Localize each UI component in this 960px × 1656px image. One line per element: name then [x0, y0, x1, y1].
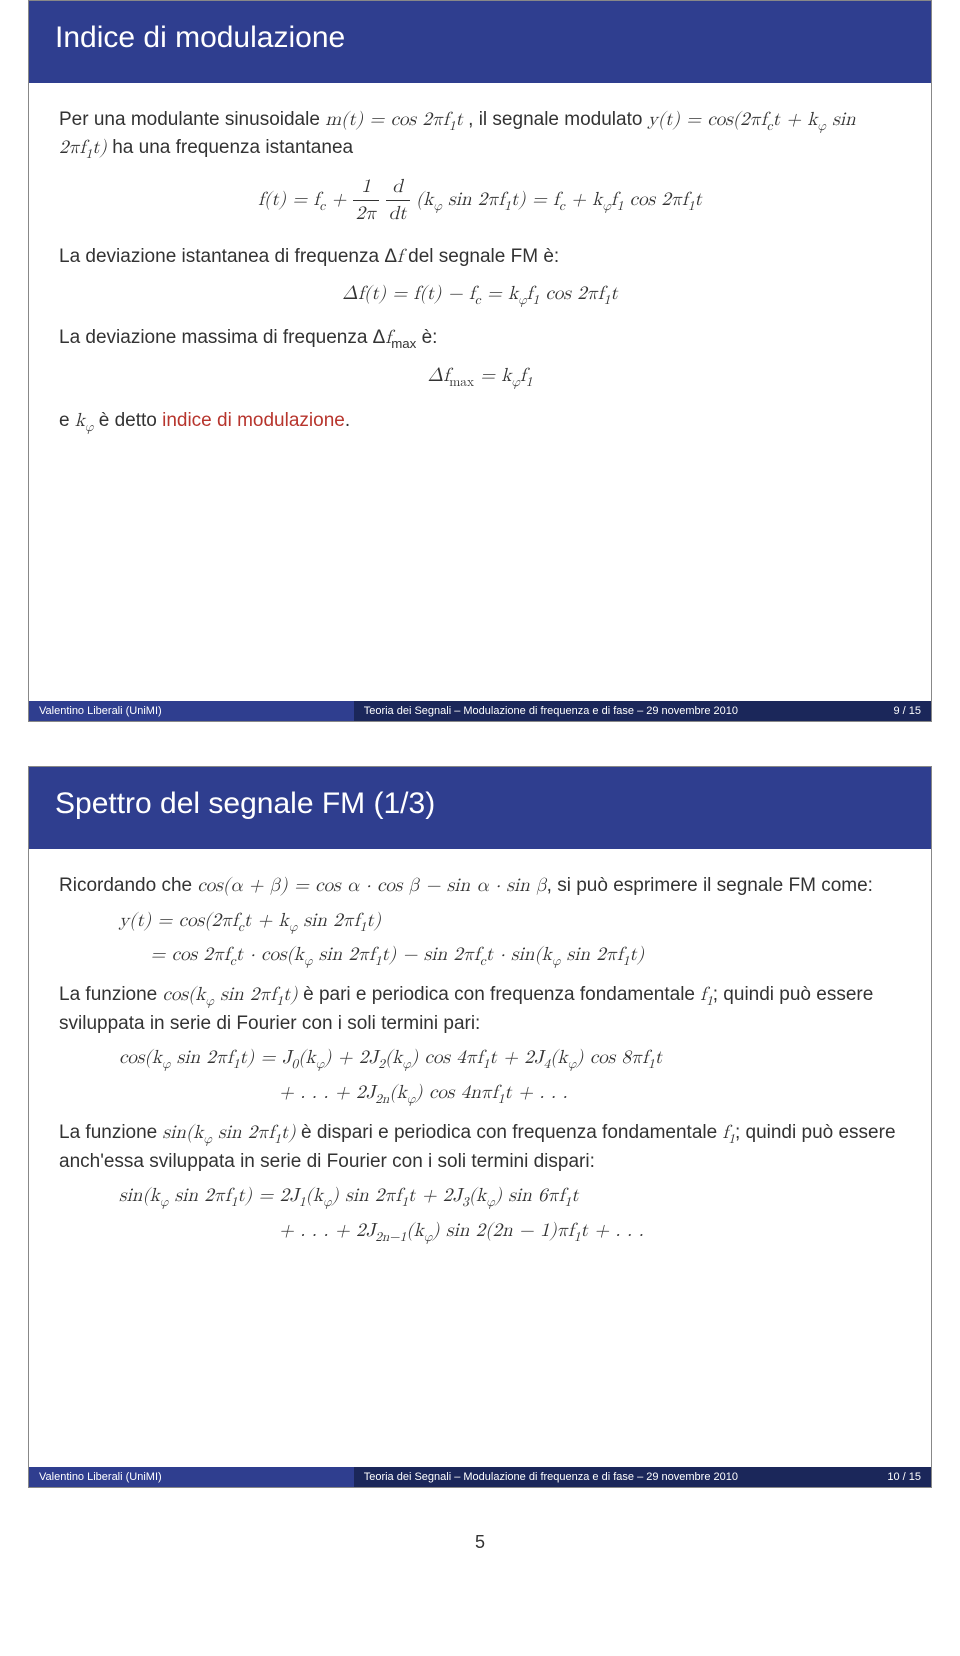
math-f1: f1	[700, 985, 712, 1004]
s2-paragraph-1: Ricordando che cos(α + β) = cos α · cos …	[59, 873, 901, 900]
footer-pagenum: 9 / 15	[893, 705, 921, 717]
page: Indice di modulazione Per una modulante …	[0, 0, 960, 1553]
footer-meta: Teoria dei Segnali – Modulazione di freq…	[354, 701, 931, 721]
slide-1: Indice di modulazione Per una modulante …	[28, 0, 932, 722]
s1-eq-3: Δfmax = kφf1	[59, 363, 901, 391]
footer-author: Valentino Liberali (UniMI)	[29, 1467, 354, 1487]
math-trig-identity: cos(α + β) = cos α · cos β − sin α · sin…	[197, 876, 546, 895]
text: Per una modulante sinusoidale	[59, 109, 325, 130]
slide-2: Spettro del segnale FM (1/3) Ricordando …	[28, 766, 932, 1488]
math-sin-fn: sin(kφ sin 2πf1t)	[163, 1123, 296, 1142]
slide-1-body: Per una modulante sinusoidale m(t) = cos…	[29, 83, 931, 701]
text: è dispari e periodica con frequenza fond…	[301, 1122, 722, 1143]
footer-meta: Teoria dei Segnali – Modulazione di freq…	[354, 1467, 931, 1487]
s1-paragraph-4: e kφ è detto indice di modulazione.	[59, 408, 901, 436]
s2-eq-2-line2: + . . . + 2J2n(kφ) cos 4nπf1t + . . .	[279, 1080, 901, 1108]
text: , si può esprimere il segnale FM come:	[547, 875, 873, 896]
s1-eq-2: Δf(t) = f(t) − fc = kφf1 cos 2πf1t	[59, 281, 901, 309]
s2-eq-1-line1: y(t) = cos(2πfct + kφ sin 2πf1t)	[119, 908, 901, 936]
s2-paragraph-3: La funzione sin(kφ sin 2πf1t) è dispari …	[59, 1120, 901, 1175]
text: .	[345, 410, 350, 431]
highlight-term: indice di modulazione	[162, 410, 345, 431]
slide-2-footer: Valentino Liberali (UniMI) Teoria dei Se…	[29, 1467, 931, 1487]
text: è detto	[99, 410, 162, 431]
slide-2-body: Ricordando che cos(α + β) = cos α · cos …	[29, 849, 931, 1467]
footer-title: Teoria dei Segnali – Modulazione di freq…	[364, 705, 738, 717]
s1-paragraph-3: La deviazione massima di frequenza Δfmax…	[59, 325, 901, 353]
text: e	[59, 410, 75, 431]
math-f1b: f1	[722, 1123, 734, 1142]
math-kphi: kφ	[75, 411, 94, 430]
text: La deviazione istantanea di frequenza Δf…	[59, 246, 559, 267]
s2-paragraph-2: La funzione cos(kφ sin 2πf1t) è pari e p…	[59, 982, 901, 1037]
s1-paragraph-1: Per una modulante sinusoidale m(t) = cos…	[59, 107, 901, 164]
text: La funzione	[59, 1122, 163, 1143]
s1-eq-1: f(t) = fc + 12π ddt (kφ sin 2πf1t) = fc …	[59, 174, 901, 228]
text: La deviazione massima di frequenza Δfmax…	[59, 327, 437, 348]
s2-eq-1-line2: = cos 2πfct · cos(kφ sin 2πf1t) − sin 2π…	[119, 942, 901, 970]
footer-pagenum: 10 / 15	[887, 1471, 921, 1483]
footer-author: Valentino Liberali (UniMI)	[29, 701, 354, 721]
s2-eq-3-line2: + . . . + 2J2n−1(kφ) sin 2(2n − 1)πf1t +…	[279, 1218, 901, 1246]
text: La funzione	[59, 984, 163, 1005]
text: è pari e periodica con frequenza fondame…	[303, 984, 700, 1005]
math-m-t: m(t) = cos 2πf1t	[325, 110, 463, 129]
math-cos-fn: cos(kφ sin 2πf1t)	[163, 985, 298, 1004]
s2-eq-3-line1: sin(kφ sin 2πf1t) = 2J1(kφ) sin 2πf1t + …	[119, 1183, 901, 1211]
footer-title: Teoria dei Segnali – Modulazione di freq…	[364, 1471, 738, 1483]
s2-eq-2-line1: cos(kφ sin 2πf1t) = J0(kφ) + 2J2(kφ) cos…	[119, 1045, 901, 1073]
text: , il segnale modulato	[468, 109, 648, 130]
physical-page-number: 5	[28, 1532, 932, 1553]
text: Ricordando che	[59, 875, 197, 896]
slide-1-title: Indice di modulazione	[29, 1, 931, 83]
s1-paragraph-2: La deviazione istantanea di frequenza Δf…	[59, 244, 901, 271]
slide-2-title: Spettro del segnale FM (1/3)	[29, 767, 931, 849]
text: ha una frequenza istantanea	[112, 137, 353, 158]
slide-1-footer: Valentino Liberali (UniMI) Teoria dei Se…	[29, 701, 931, 721]
